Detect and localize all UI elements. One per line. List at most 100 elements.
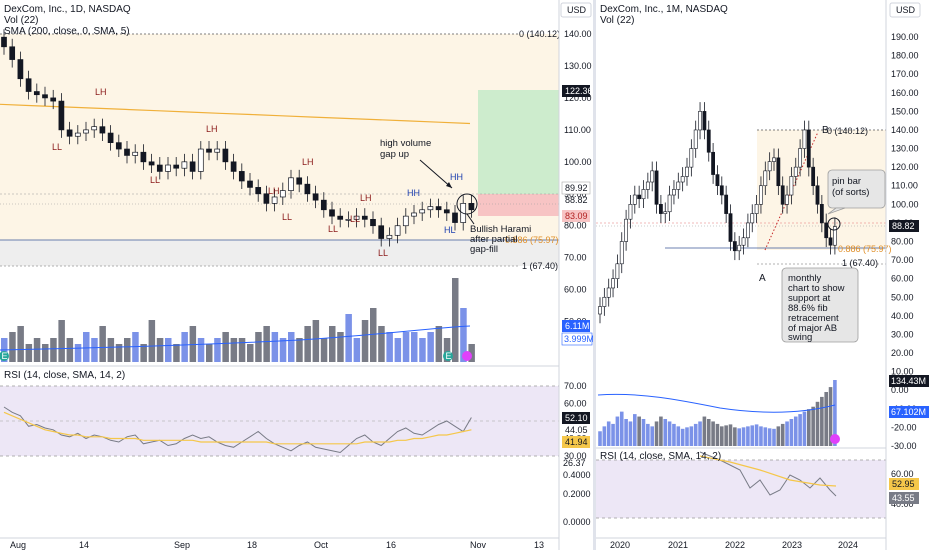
right-volume-bar	[750, 425, 755, 446]
left-volume-bar	[288, 332, 295, 362]
right-candle	[693, 129, 698, 149]
left-ann-harami-line2: after partial	[470, 234, 518, 245]
left-earnings-icon-1[interactable]	[0, 351, 9, 361]
left-volume-bar	[247, 344, 254, 362]
right-candle	[719, 185, 724, 196]
left-sma200-line	[0, 103, 471, 125]
left-volume-bar	[238, 338, 246, 362]
right-candle	[802, 129, 807, 149]
left-earnings-letter-2: E	[446, 351, 452, 361]
left-candle	[25, 78, 32, 92]
left-candle	[222, 148, 229, 163]
left-ann-gap-line2: gap up	[380, 149, 409, 160]
right-volume-bar	[598, 431, 602, 446]
right-candle	[724, 194, 729, 214]
left-time-tick: Oct	[314, 540, 329, 550]
left-volume-bar	[124, 338, 131, 362]
right-fib-top-label: 0 (140.12)	[827, 126, 868, 136]
left-ann-harami-line1: Bullish Harami	[470, 224, 531, 235]
right-price-tick: 70.00	[891, 255, 914, 265]
right-volume-bar	[802, 411, 807, 446]
left-volume-bar	[91, 338, 98, 362]
left-time-axis[interactable]: Aug 14 Sep 18 Oct 16 Nov 13	[10, 540, 544, 550]
right-candle	[611, 278, 615, 289]
left-candle	[247, 180, 253, 188]
left-tag-122: 122.36	[565, 86, 593, 96]
left-chart[interactable]: 0 (140.12) 0.886 (75.97) 1 (67.40) LHLLL…	[0, 0, 594, 550]
right-candle	[658, 204, 663, 214]
right-volume-bar	[619, 411, 624, 446]
right-split-icon[interactable]	[830, 434, 840, 444]
left-volume-bar	[378, 326, 385, 362]
right-currency-box[interactable]	[889, 2, 921, 18]
right-candle	[598, 306, 602, 315]
right-volume-bar	[728, 424, 733, 446]
left-rsi-sma-line	[3, 411, 472, 445]
left-candle	[238, 171, 245, 182]
right-volume-bar	[759, 426, 763, 446]
left-loss-zone	[478, 194, 559, 216]
left-ann-harami-line3: gap-fill	[470, 244, 498, 255]
right-price-tick: 150.00	[891, 106, 919, 116]
left-price-axis[interactable]: 140.00130.00120.00110.00100.0090.0080.00…	[564, 29, 592, 327]
left-currency-box[interactable]	[560, 2, 592, 18]
right-volume-bar	[646, 423, 650, 446]
right-candle	[741, 237, 746, 246]
right-candle	[745, 222, 750, 239]
left-candle	[91, 126, 98, 131]
right-chart[interactable]: 0 (140.12) 0.886 (75.97) 1 (67.40) A B p…	[563, 0, 929, 550]
left-candle	[230, 161, 237, 172]
chart-divider[interactable]	[593, 0, 596, 550]
left-fib-bottom-label: 1 (67.40)	[522, 261, 558, 271]
left-tag-rsi3: 41.94	[565, 437, 588, 447]
left-candle	[411, 212, 417, 217]
left-candle	[148, 161, 155, 166]
right-candle	[602, 296, 607, 307]
right-tag-price: 88.82	[892, 221, 915, 231]
left-candle	[181, 161, 188, 169]
right-volume-bar	[776, 426, 781, 446]
right-volume-bar	[807, 409, 811, 446]
right-point-b: B	[822, 125, 829, 136]
left-volume-bar	[66, 338, 74, 362]
left-volume-bar	[337, 332, 344, 362]
right-tag-vol2: 67.102M	[891, 407, 926, 417]
left-ann-harami-arrow	[466, 213, 475, 225]
right-callout-monthly-line4: 88.6% fib	[788, 303, 828, 314]
left-volume-bar	[189, 326, 197, 362]
left-tag-89: 89.92	[565, 183, 588, 193]
right-candle	[637, 194, 642, 200]
right-rsi-label: RSI (14, close, SMA, 14, 2)	[600, 451, 721, 462]
left-swing-label: LL	[150, 175, 160, 185]
right-volume-bar	[641, 418, 646, 446]
left-candle	[345, 218, 352, 221]
right-volume-bar	[798, 414, 802, 446]
left-candle	[83, 129, 89, 134]
left-swing-labels: LH LL LH LL LH LL LH LL HH HH HL LL LH LL	[52, 87, 463, 258]
right-callout-monthly-line3: support at	[788, 293, 831, 304]
right-pin-circle	[827, 217, 841, 231]
left-tag-83: 83.09	[565, 211, 588, 221]
right-tag-rsi1: 52.95	[892, 479, 915, 489]
left-swing-label: LH	[268, 186, 280, 196]
right-time-tick: 2024	[838, 540, 858, 550]
left-split-icon[interactable]	[462, 351, 472, 361]
left-candle	[402, 215, 409, 227]
right-price-axis[interactable]: 190.00 180.00 170.00 160.00 150.00 140.00 130.…	[891, 32, 919, 451]
right-volume-bar	[828, 387, 833, 446]
right-candle	[819, 204, 824, 224]
left-candle	[427, 206, 434, 211]
right-time-axis[interactable]: 2020 2021 2022 2023 2024	[610, 540, 858, 550]
left-volume-bar	[115, 344, 123, 362]
right-volume-bar	[833, 380, 837, 446]
left-candle	[124, 148, 130, 156]
left-earnings-icon-2[interactable]	[443, 351, 453, 361]
right-volume-bar	[789, 418, 794, 446]
right-candle	[702, 111, 707, 131]
right-tag-vol1: 134.43M	[891, 376, 926, 386]
left-price-tick: 80.00	[564, 221, 587, 231]
right-candle	[806, 129, 811, 168]
right-callout-pin-line2: (of sorts)	[832, 187, 869, 198]
right-volume-bar	[628, 421, 633, 446]
